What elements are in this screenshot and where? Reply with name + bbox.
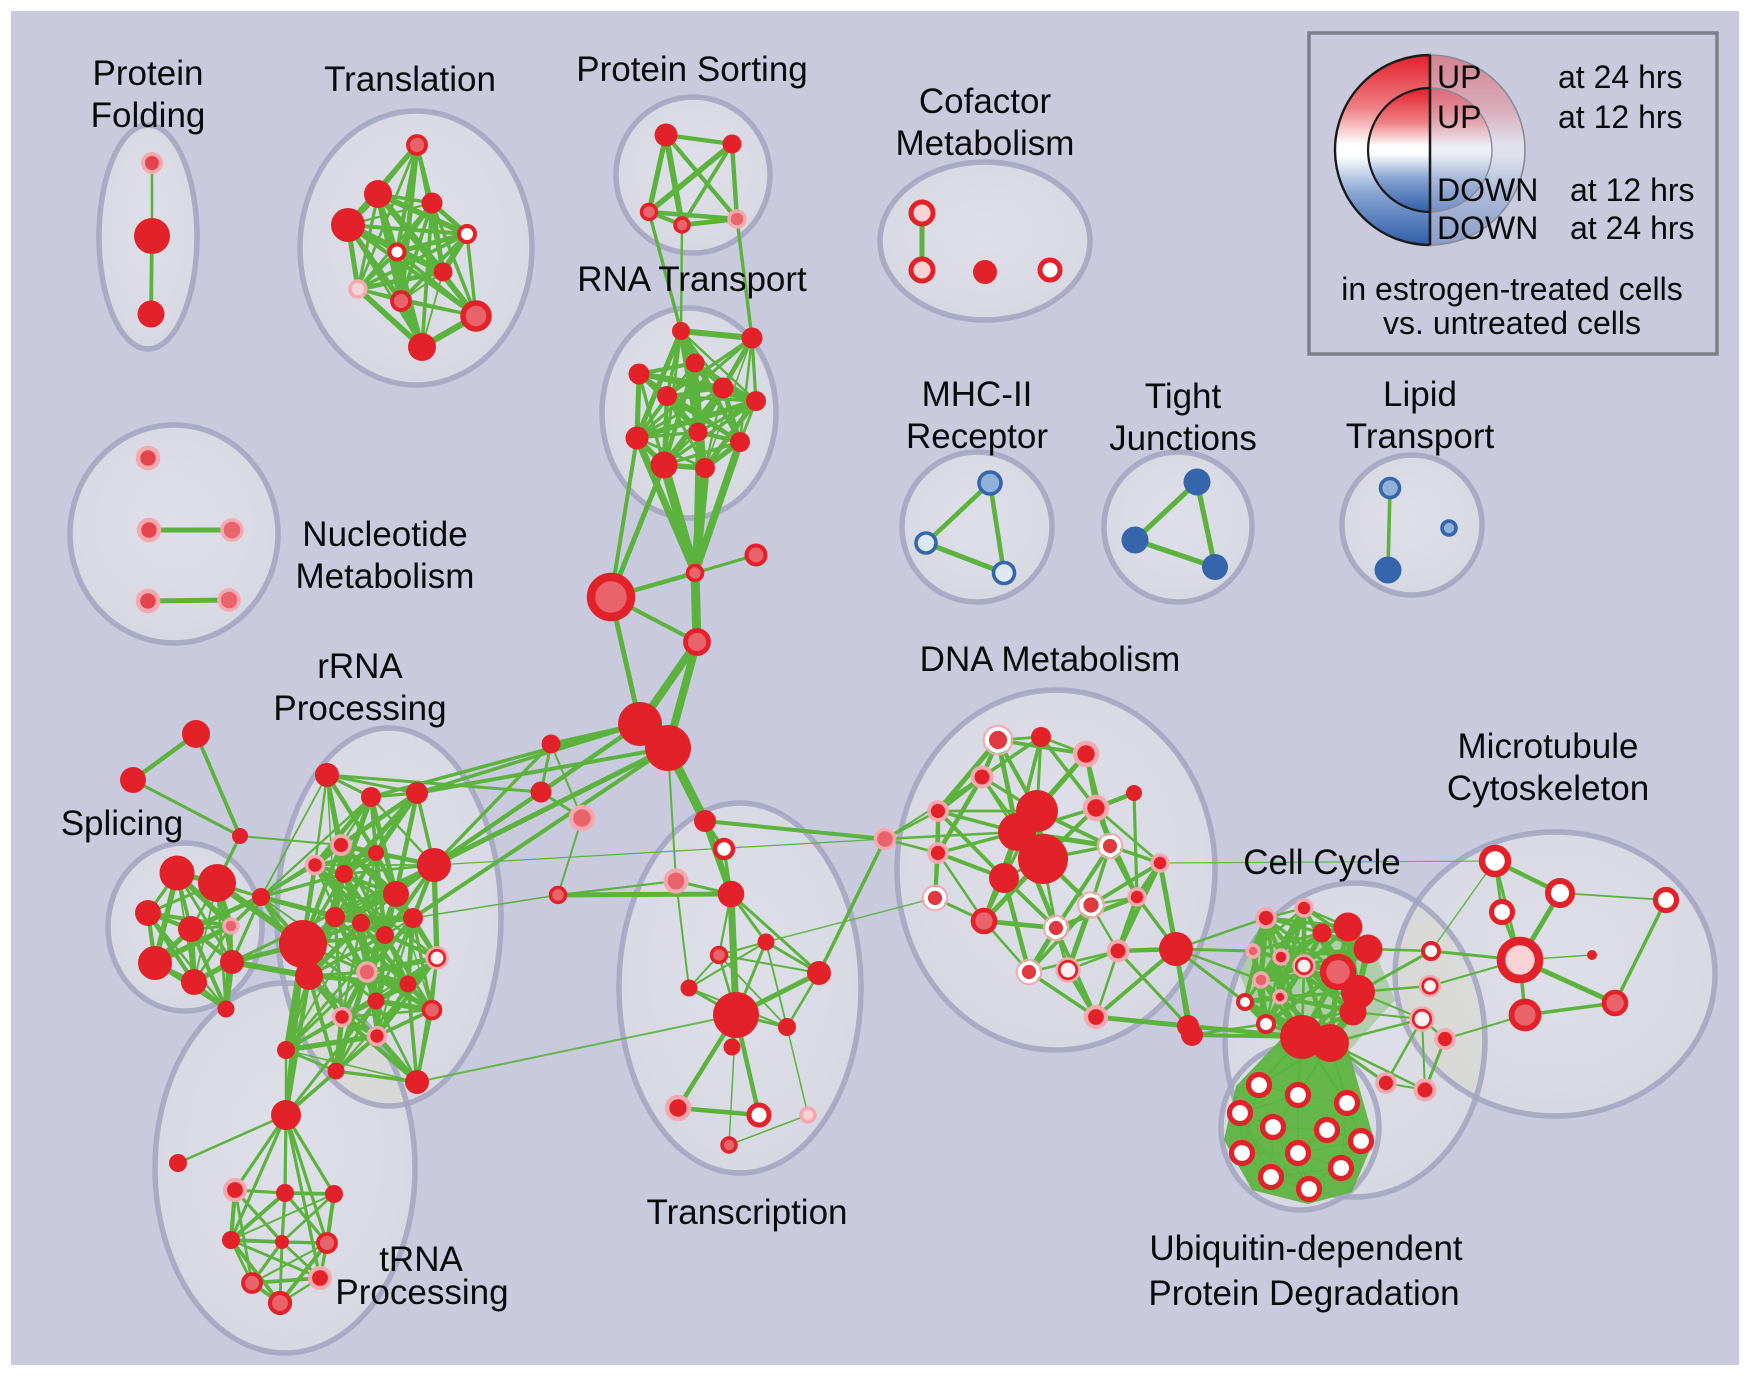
svg-text:RNA Transport: RNA Transport [577, 260, 807, 299]
svg-text:Microtubule: Microtubule [1458, 727, 1639, 766]
svg-text:Metabolism: Metabolism [296, 557, 475, 596]
svg-text:Protein Degradation: Protein Degradation [1148, 1274, 1459, 1313]
svg-text:at 12 hrs: at 12 hrs [1570, 172, 1695, 208]
svg-text:Transport: Transport [1346, 417, 1495, 456]
svg-text:MHC-II: MHC-II [922, 375, 1033, 414]
svg-text:Processing: Processing [273, 689, 446, 728]
svg-text:Transcription: Transcription [647, 1193, 848, 1232]
svg-text:Protein Sorting: Protein Sorting [576, 50, 808, 89]
svg-text:Receptor: Receptor [906, 417, 1048, 456]
svg-text:Folding: Folding [91, 96, 206, 135]
svg-text:Metabolism: Metabolism [896, 124, 1075, 163]
svg-text:Processing: Processing [335, 1273, 508, 1312]
svg-text:Nucleotide: Nucleotide [302, 515, 467, 554]
svg-text:Junctions: Junctions [1109, 419, 1257, 458]
svg-text:DNA Metabolism: DNA Metabolism [920, 640, 1181, 679]
svg-text:at 12 hrs: at 12 hrs [1558, 99, 1683, 135]
svg-text:UP: UP [1437, 59, 1481, 95]
svg-text:at 24 hrs: at 24 hrs [1558, 59, 1683, 95]
svg-text:vs. untreated cells: vs. untreated cells [1383, 305, 1641, 341]
svg-text:Cytoskeleton: Cytoskeleton [1447, 769, 1649, 808]
svg-text:Lipid: Lipid [1383, 375, 1457, 414]
svg-text:at 24 hrs: at 24 hrs [1570, 210, 1695, 246]
svg-text:Cell Cycle: Cell Cycle [1243, 843, 1401, 882]
svg-text:Ubiquitin-dependent: Ubiquitin-dependent [1149, 1229, 1463, 1268]
svg-text:UP: UP [1437, 99, 1481, 135]
svg-text:Cofactor: Cofactor [919, 82, 1052, 121]
svg-text:tRNA: tRNA [379, 1240, 463, 1279]
svg-text:in estrogen-treated cells: in estrogen-treated cells [1341, 271, 1683, 307]
svg-text:DOWN: DOWN [1437, 210, 1538, 246]
svg-text:Tight: Tight [1145, 377, 1222, 416]
svg-text:DOWN: DOWN [1437, 172, 1538, 208]
svg-text:Protein: Protein [93, 54, 204, 93]
svg-text:Translation: Translation [324, 60, 496, 99]
svg-text:rRNA: rRNA [317, 647, 403, 686]
svg-text:Splicing: Splicing [61, 804, 184, 843]
